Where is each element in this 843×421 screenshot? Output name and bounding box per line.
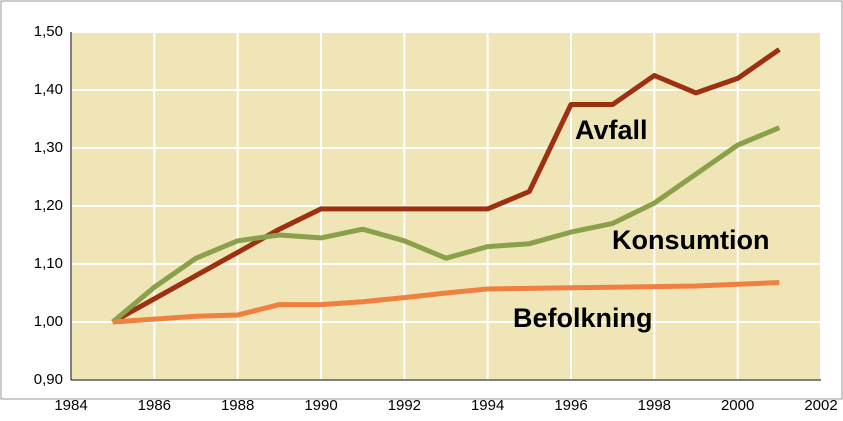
- y-tick-label: 1,00: [34, 313, 63, 330]
- y-tick-label: 0,90: [34, 371, 63, 388]
- x-tick-label: 1994: [471, 397, 504, 414]
- series-line: [112, 280, 780, 325]
- x-tick-label: 1998: [638, 397, 671, 414]
- series-label: Befolkning: [513, 303, 653, 333]
- series-label: Avfall: [575, 115, 648, 145]
- series-line: [111, 125, 781, 324]
- x-tick-label: 1986: [138, 397, 171, 414]
- x-tick-label: 1996: [554, 397, 587, 414]
- x-tick-label: 2000: [721, 397, 754, 414]
- y-tick-label: 1,10: [34, 255, 63, 272]
- y-tick-label: 1,40: [34, 81, 63, 98]
- x-tick-label: 1984: [54, 397, 87, 414]
- series-line: [111, 47, 781, 325]
- y-tick-label: 1,20: [34, 197, 63, 214]
- x-tick-label: 1992: [388, 397, 421, 414]
- x-tick-label: 1990: [304, 397, 337, 414]
- x-tick-label: 2002: [804, 397, 837, 414]
- series-label: Konsumtion: [612, 225, 769, 255]
- x-tick-label: 1988: [221, 397, 254, 414]
- y-tick-label: 1,50: [34, 23, 63, 40]
- y-tick-label: 1,30: [34, 139, 63, 156]
